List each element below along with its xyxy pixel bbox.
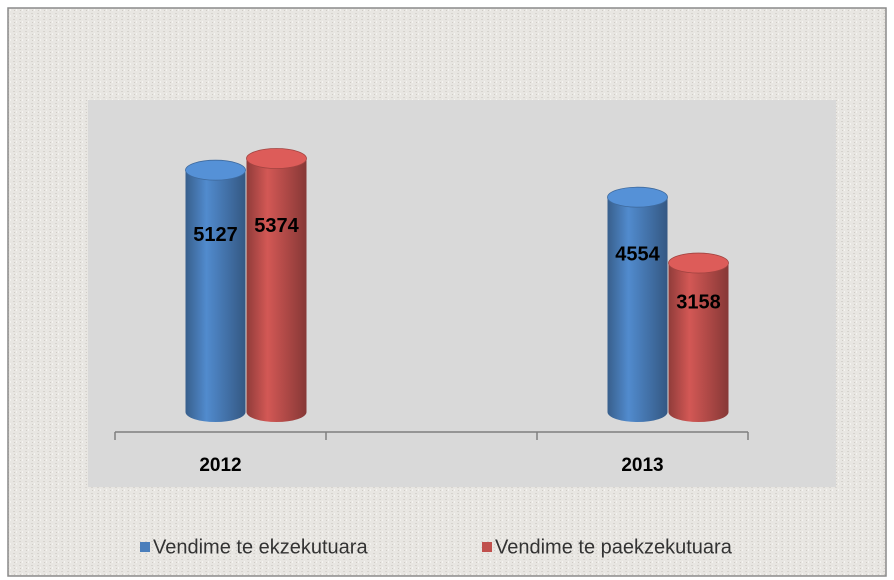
legend-label: Vendime te paekzekutuara — [495, 536, 733, 558]
data-label: 5127 — [193, 224, 238, 246]
legend-swatch — [482, 542, 492, 552]
x-tick-label: 2012 — [199, 455, 241, 476]
data-label: 4554 — [615, 243, 660, 265]
bar — [668, 263, 729, 412]
bar — [185, 170, 246, 412]
data-label: 3158 — [676, 292, 721, 314]
legend-swatch — [140, 542, 150, 552]
bar-top — [607, 186, 668, 208]
bar-top — [668, 252, 729, 274]
bar — [246, 158, 307, 412]
data-label: 5374 — [254, 215, 299, 237]
bar — [607, 197, 668, 412]
x-tick-label: 2013 — [621, 455, 663, 476]
bar-top — [246, 148, 307, 169]
legend-label: Vendime te ekzekutuara — [153, 536, 368, 558]
bar-top — [185, 159, 246, 181]
